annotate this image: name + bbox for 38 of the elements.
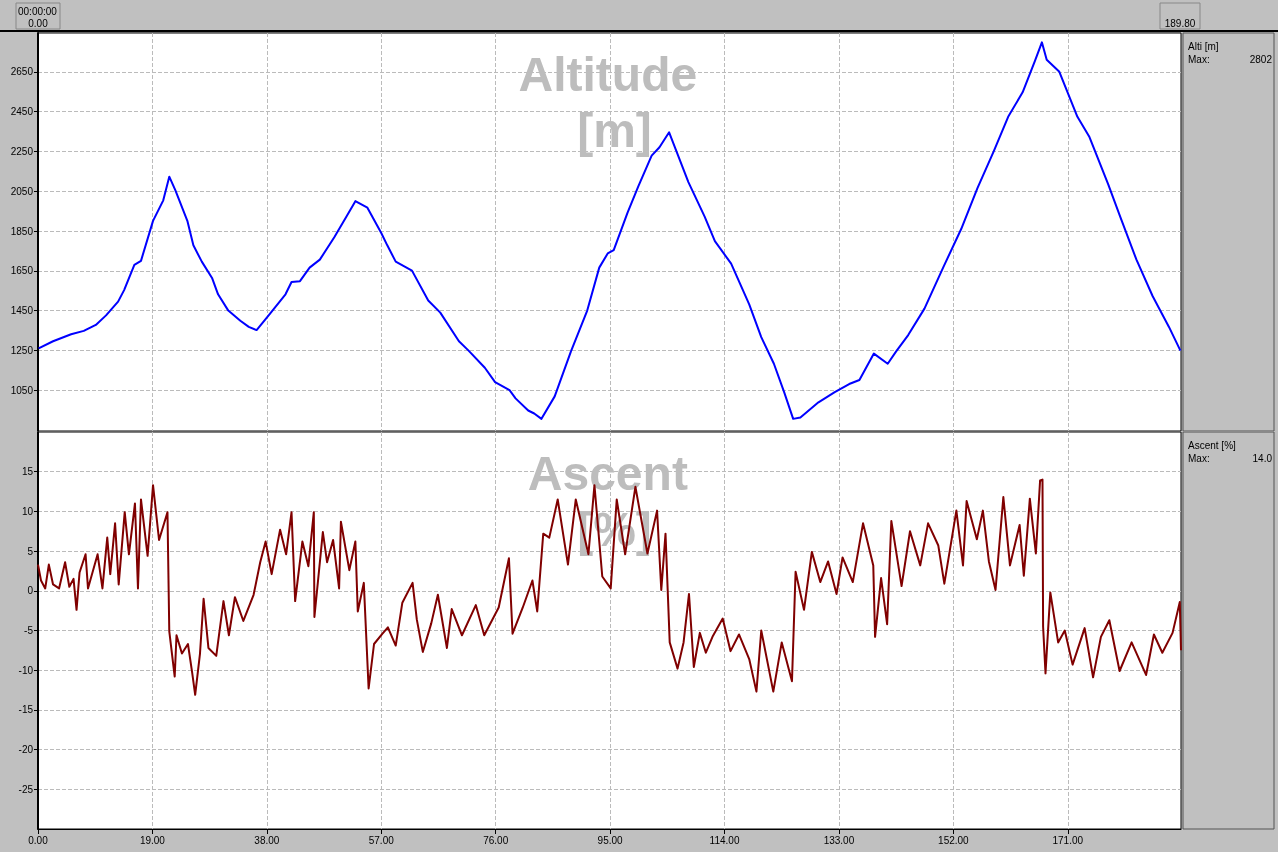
x-tick-label: 152.00	[938, 834, 970, 846]
x-tick-label: 95.00	[597, 834, 624, 846]
y-tick-label: 1050	[10, 384, 34, 396]
y-tick-label: 5	[27, 545, 34, 557]
text: 2802	[1249, 53, 1273, 65]
text: 00:00:00	[18, 5, 58, 17]
text: Alti [m]	[1188, 40, 1219, 52]
text: 0.00	[28, 17, 49, 29]
y-tick-label: -20	[18, 744, 34, 756]
y-tick-label: -5	[24, 625, 34, 636]
y-tick-label: -25	[18, 783, 34, 795]
y-tick-label: 2050	[10, 185, 34, 197]
x-tick-label: 133.00	[823, 834, 855, 846]
y-tick-label: 10	[21, 505, 34, 517]
text: Max:	[1188, 53, 1210, 65]
y-tick-label: 2250	[10, 145, 34, 157]
x-tick-label: 114.00	[709, 834, 740, 846]
x-tick-label: 38.00	[254, 834, 280, 846]
x-tick-label: 76.00	[483, 834, 509, 846]
x-tick-label: 19.00	[139, 834, 166, 846]
y-tick-label: 1450	[10, 305, 34, 317]
line-series	[37, 41, 1182, 420]
y-tick-label: 0	[27, 585, 34, 597]
text: 14.0	[1252, 452, 1273, 464]
text: Max:	[1188, 452, 1210, 464]
text: Ascent [%]	[1188, 439, 1237, 451]
x-tick-label: 57.00	[368, 834, 395, 846]
y-tick-label: 1250	[10, 344, 34, 356]
y-tick-label: -15	[18, 704, 34, 716]
y-tick-label: 15	[21, 466, 34, 478]
x-tick-label: 0.00	[28, 834, 49, 846]
y-tick-label: 2450	[10, 106, 34, 118]
y-tick-label: 1650	[10, 265, 34, 277]
y-tick-label: 2650	[10, 66, 34, 78]
y-tick-label: -10	[18, 664, 34, 676]
x-tick-label: 171.00	[1052, 834, 1084, 846]
y-tick-label: 1850	[10, 225, 34, 237]
text: 189.80	[1164, 17, 1196, 29]
